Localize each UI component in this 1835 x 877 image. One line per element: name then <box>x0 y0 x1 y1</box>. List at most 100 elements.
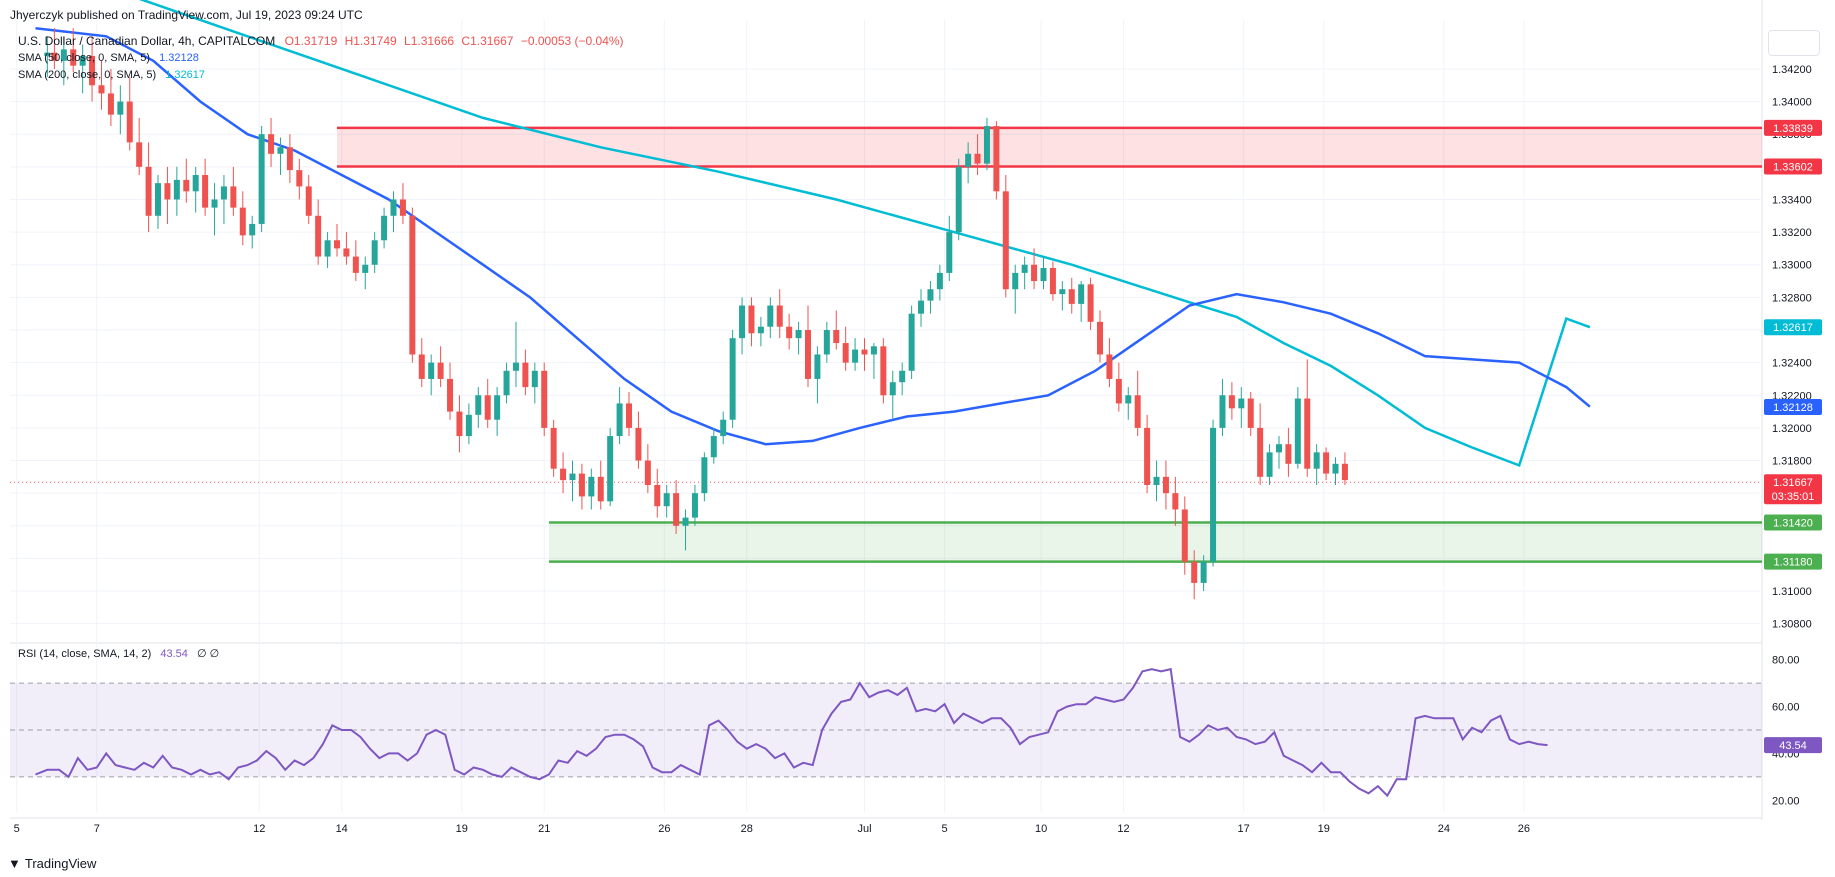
price-tick-label: 1.31000 <box>1772 586 1812 598</box>
scale-control-button[interactable] <box>1768 30 1820 56</box>
support-zone <box>548 522 1763 562</box>
candle-body <box>870 346 877 355</box>
time-tick-label: 26 <box>1518 823 1530 835</box>
candle-body <box>155 183 162 216</box>
candle <box>268 117 275 167</box>
candle-body <box>1097 321 1104 355</box>
price-tag-bg <box>1764 399 1822 416</box>
candle-body <box>748 305 755 334</box>
candle <box>447 362 454 420</box>
candle-body <box>1191 561 1198 583</box>
candle-body <box>616 403 623 437</box>
candle <box>588 468 595 510</box>
candle-body <box>833 330 840 344</box>
candle-body <box>710 436 717 458</box>
resistance-zone <box>336 127 1762 167</box>
candle <box>1228 382 1235 420</box>
candle-body <box>691 493 698 518</box>
candle <box>1049 261 1056 301</box>
candle <box>352 240 359 282</box>
candle-body <box>136 142 143 167</box>
candle-body <box>814 354 821 379</box>
candle <box>117 85 124 135</box>
candle <box>1266 444 1273 485</box>
candle <box>343 232 350 265</box>
candle <box>899 362 906 396</box>
candle <box>616 387 623 445</box>
rsi-value-tag: 43.54 <box>1779 740 1807 752</box>
candle-body <box>569 473 576 481</box>
candle-body <box>145 166 152 216</box>
candle-body <box>626 403 633 428</box>
candle-body <box>305 186 312 216</box>
candle-body <box>399 199 406 216</box>
time-tick-label: 24 <box>1438 823 1450 835</box>
candle <box>1238 387 1245 428</box>
rsi-tick-label: 20.00 <box>1772 795 1800 807</box>
candle-body <box>183 179 190 192</box>
candle-body <box>757 326 764 334</box>
candle-body <box>654 485 661 507</box>
candle-body <box>899 370 906 383</box>
time-tick-label: 17 <box>1238 823 1250 835</box>
candle-body <box>362 264 369 273</box>
candle <box>1162 460 1169 510</box>
candle-body <box>1341 463 1348 481</box>
symbol-name[interactable]: U.S. Dollar / Canadian Dollar, 4h, CAPIT… <box>18 34 276 48</box>
candle-body <box>475 395 482 415</box>
countdown-tag: 03:35:01 <box>1772 491 1815 503</box>
candle <box>578 463 585 510</box>
candle <box>795 321 802 355</box>
sma50-label: SMA (50, close, 0, SMA, 5) <box>18 52 151 64</box>
candle <box>79 44 86 94</box>
candle-body <box>908 313 915 371</box>
time-tick-label: 14 <box>336 823 348 835</box>
price-tag-bg <box>1764 319 1822 336</box>
candle <box>315 199 322 265</box>
candle-body <box>701 457 708 494</box>
sma200-legend[interactable]: SMA (200, close, 0, SMA, 5) 1.32617 <box>18 69 205 81</box>
candle <box>710 427 717 464</box>
candle <box>1332 457 1339 485</box>
candle <box>663 485 670 518</box>
candle-body <box>1002 191 1009 290</box>
candle-body <box>1313 452 1320 469</box>
candle <box>541 362 548 437</box>
candle <box>456 395 463 453</box>
candle-body <box>983 126 990 164</box>
price-tick-label: 1.33200 <box>1772 227 1812 239</box>
candle <box>230 166 237 216</box>
tradingview-brand[interactable]: TradingView <box>24 856 97 871</box>
time-tick-label: Jul <box>857 823 871 835</box>
candle <box>1257 403 1264 485</box>
candle-body <box>795 330 802 339</box>
sma50-line <box>35 26 1591 446</box>
candle <box>1294 387 1301 469</box>
candle <box>1247 392 1254 437</box>
candle <box>1059 281 1066 311</box>
candle <box>946 215 953 282</box>
candle-body <box>126 101 133 143</box>
candle-body <box>1181 509 1188 562</box>
candle <box>626 392 633 437</box>
rsi-legend[interactable]: RSI (14, close, SMA, 14, 2) 43.54 ∅ ∅ <box>18 647 219 660</box>
candle-body <box>1144 427 1151 485</box>
candle <box>861 338 868 371</box>
candle <box>324 232 331 268</box>
candle-body <box>1115 378 1122 404</box>
candle-body <box>861 349 868 355</box>
sma50-legend[interactable]: SMA (50, close, 0, SMA, 5) 1.32128 <box>18 52 199 64</box>
price-tick-label: 1.33000 <box>1772 260 1812 272</box>
ohlc-low: L1.31666 <box>404 34 455 48</box>
candle-body <box>852 349 859 363</box>
rsi-value-tag-bg <box>1764 737 1822 754</box>
rsi-pane <box>10 667 1762 798</box>
candle-body <box>456 411 463 437</box>
candle-body <box>607 436 614 502</box>
candle-body <box>512 362 519 371</box>
candle <box>371 232 378 273</box>
candle <box>465 403 472 445</box>
candle-body <box>447 378 454 412</box>
candle <box>767 297 774 339</box>
